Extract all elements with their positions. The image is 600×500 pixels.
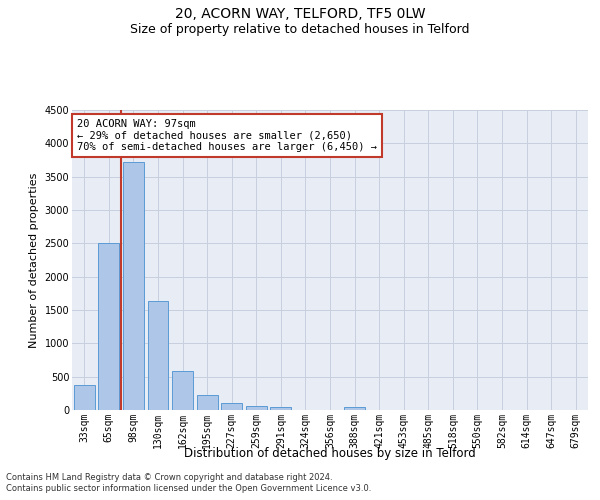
Text: Contains public sector information licensed under the Open Government Licence v3: Contains public sector information licen… [6,484,371,493]
Bar [221,402,242,410]
Bar [172,370,193,410]
Text: Contains HM Land Registry data © Crown copyright and database right 2024.: Contains HM Land Registry data © Crown c… [6,472,332,482]
Bar [246,406,267,410]
Bar [344,406,365,410]
Bar [123,162,144,410]
Text: 20 ACORN WAY: 97sqm
← 29% of detached houses are smaller (2,650)
70% of semi-det: 20 ACORN WAY: 97sqm ← 29% of detached ho… [77,119,377,152]
Text: Size of property relative to detached houses in Telford: Size of property relative to detached ho… [130,22,470,36]
Bar [271,407,292,410]
Y-axis label: Number of detached properties: Number of detached properties [29,172,39,348]
Bar [148,302,169,410]
Bar [98,244,119,410]
Text: 20, ACORN WAY, TELFORD, TF5 0LW: 20, ACORN WAY, TELFORD, TF5 0LW [175,8,425,22]
Bar [197,394,218,410]
Text: Distribution of detached houses by size in Telford: Distribution of detached houses by size … [184,448,476,460]
Bar [74,386,95,410]
